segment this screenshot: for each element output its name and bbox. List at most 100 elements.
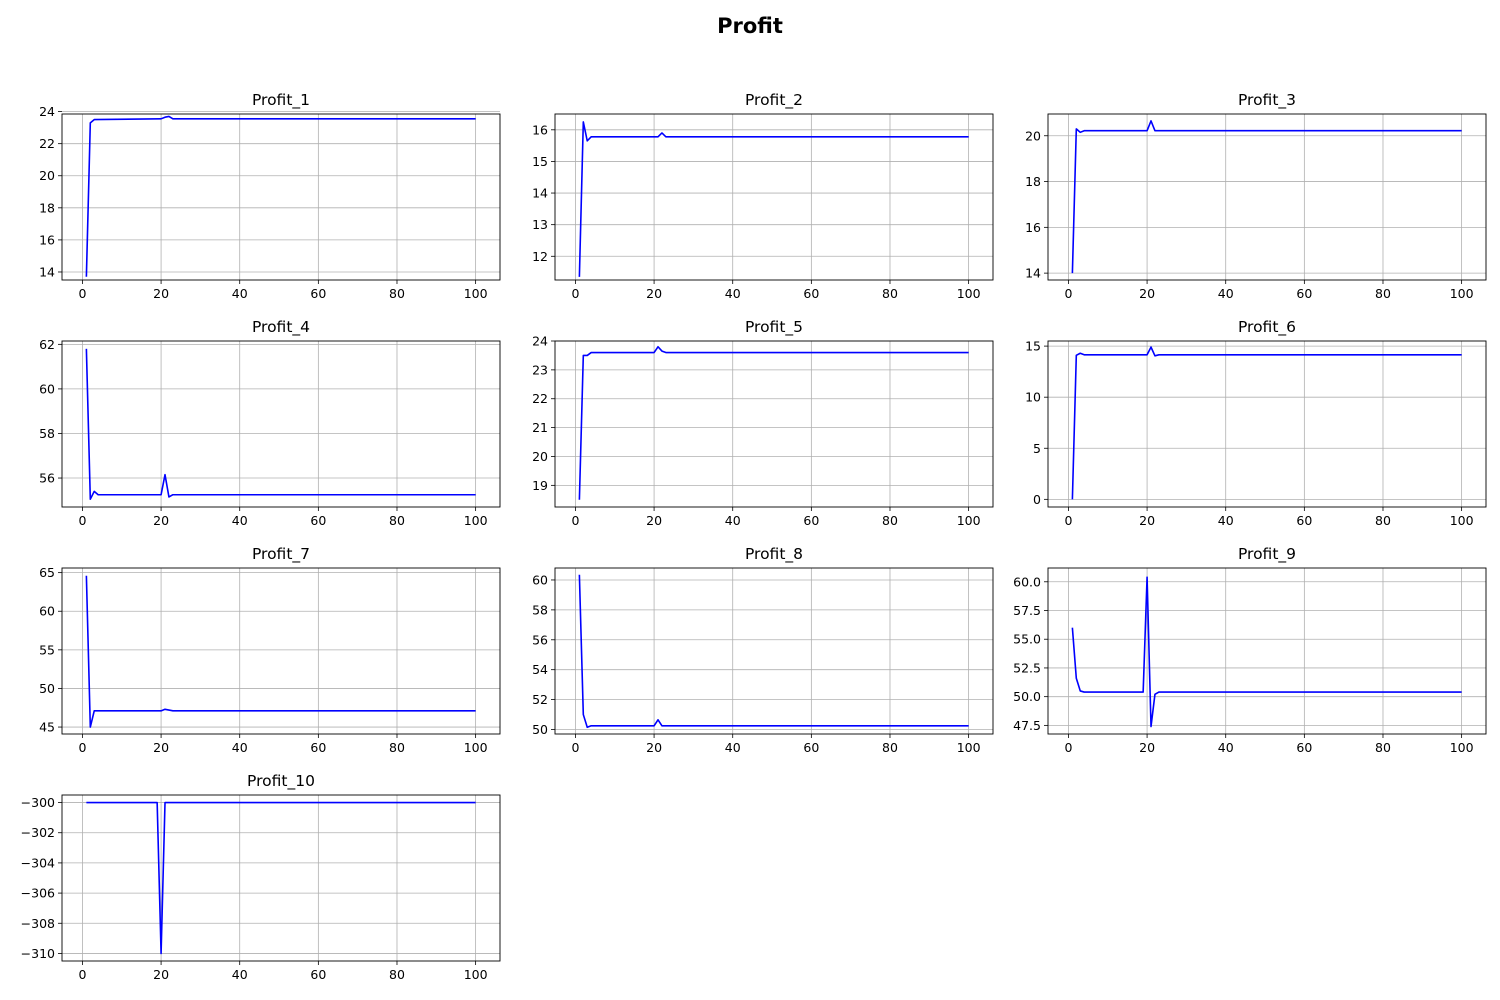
series-line (86, 801, 476, 955)
y-tick-label: 19 (532, 478, 548, 493)
y-tick-label: 62 (39, 337, 55, 352)
subplot-title: Profit_2 (745, 91, 803, 110)
x-tick-label: 40 (1218, 513, 1234, 528)
x-tick-label: 40 (1218, 286, 1234, 301)
y-tick-label: −302 (21, 825, 55, 840)
y-tick-label: 56 (39, 471, 55, 486)
y-tick-label: 60 (39, 604, 55, 619)
y-tick-label: 60.0 (1013, 574, 1041, 589)
subplot-title: Profit_9 (1238, 545, 1296, 564)
x-tick-label: 60 (310, 967, 326, 982)
axes-frame (61, 567, 501, 735)
subplot-6: 0 20 40 60 80 100 0 5 10 15 Profit_6 (1025, 318, 1487, 528)
x-tick-label: 20 (153, 740, 169, 755)
y-tick-label: 60 (39, 381, 55, 396)
x-tick-label: 80 (389, 967, 405, 982)
x-tick-label: 0 (78, 967, 86, 982)
subplot-4: 0 20 40 60 80 100 56 58 60 62 Profit_4 (39, 318, 501, 528)
x-tick-label: 80 (882, 286, 898, 301)
x-tick-label: 60 (803, 513, 819, 528)
subplot-title: Profit_4 (252, 318, 310, 337)
x-tick-label: 40 (1218, 740, 1234, 755)
y-tick-label: 58 (39, 426, 55, 441)
x-tick-label: 40 (232, 513, 248, 528)
subplot-10: 0 20 40 60 80 100 −300 −302 −304 −306 −308 −310 Prof… (21, 772, 501, 982)
x-tick-label: 20 (153, 967, 169, 982)
x-tick-label: 80 (882, 740, 898, 755)
y-tick-label: −306 (21, 886, 55, 901)
x-tick-label: 0 (571, 513, 579, 528)
axes-frame (61, 794, 501, 962)
y-tick-label: 14 (39, 264, 55, 279)
x-tick-label: 20 (153, 513, 169, 528)
x-tick-label: 60 (310, 740, 326, 755)
x-tick-label: 0 (78, 740, 86, 755)
x-tick-label: 100 (464, 513, 488, 528)
subplot-5: 0 20 40 60 80 100 19 20 21 22 23 24 Profit_5 (532, 318, 994, 528)
y-tick-label: −300 (21, 795, 55, 810)
y-tick-label: 54 (532, 662, 548, 677)
y-tick-label: 50.0 (1013, 689, 1041, 704)
subplot-title: Profit_3 (1238, 91, 1296, 110)
series-line (1071, 346, 1462, 500)
axes-frame (554, 340, 994, 508)
subplot-title: Profit_7 (252, 545, 310, 564)
y-tick-label: 22 (532, 391, 548, 406)
y-tick-label: −304 (21, 855, 55, 870)
y-tick-label: 50 (39, 681, 55, 696)
x-tick-label: 80 (1375, 740, 1391, 755)
y-tick-label: 5 (1033, 441, 1041, 456)
x-tick-label: 20 (646, 740, 662, 755)
y-tick-label: 14 (532, 186, 548, 201)
y-tick-label: 15 (1025, 339, 1041, 354)
x-tick-label: 40 (725, 513, 741, 528)
y-tick-label: 58 (532, 602, 548, 617)
x-tick-label: 60 (1296, 740, 1312, 755)
x-tick-label: 100 (957, 740, 981, 755)
axes-frame (554, 113, 994, 281)
x-tick-label: 0 (571, 740, 579, 755)
subplot-title: Profit_5 (745, 318, 803, 337)
y-tick-label: −308 (21, 916, 55, 931)
series-line (578, 345, 969, 500)
y-tick-label: 20 (1025, 128, 1041, 143)
axes-frame (61, 340, 501, 508)
subplot-title: Profit_6 (1238, 318, 1296, 337)
x-tick-label: 40 (232, 967, 248, 982)
y-tick-label: 45 (39, 720, 55, 735)
y-tick-label: 18 (39, 200, 55, 215)
series-line (1071, 576, 1462, 728)
y-tick-label: 21 (532, 420, 548, 435)
y-tick-label: 24 (532, 334, 548, 349)
subplot-title: Profit_10 (247, 772, 315, 791)
x-tick-label: 20 (1139, 740, 1155, 755)
x-tick-label: 0 (1064, 513, 1072, 528)
x-tick-label: 80 (389, 286, 405, 301)
axes-frame (61, 113, 501, 281)
y-tick-label: 15 (532, 154, 548, 169)
x-tick-label: 60 (803, 286, 819, 301)
y-tick-label: 50 (532, 722, 548, 737)
x-tick-label: 60 (1296, 513, 1312, 528)
y-tick-label: 12 (532, 249, 548, 264)
y-tick-label: 55.0 (1013, 632, 1041, 647)
y-tick-label: 10 (1025, 390, 1041, 405)
x-tick-label: 0 (571, 286, 579, 301)
subplot-title: Profit_8 (745, 545, 803, 564)
x-tick-label: 0 (78, 286, 86, 301)
x-tick-label: 40 (232, 740, 248, 755)
x-tick-label: 20 (1139, 286, 1155, 301)
x-tick-label: 100 (1450, 740, 1474, 755)
x-tick-label: 80 (1375, 513, 1391, 528)
x-tick-label: 100 (464, 967, 488, 982)
axes-frame (1047, 340, 1487, 508)
figure-title: Profit (717, 14, 783, 38)
y-tick-label: 52 (532, 692, 548, 707)
x-tick-label: 100 (464, 286, 488, 301)
subplot-7: 0 20 40 60 80 100 45 50 55 60 65 Profit_7 (39, 545, 501, 755)
y-tick-label: −310 (21, 946, 55, 961)
y-tick-label: 0 (1033, 492, 1041, 507)
series-line (85, 115, 476, 277)
subplot-8: 0 20 40 60 80 100 50 52 54 56 58 60 Profit_8 (532, 545, 994, 755)
